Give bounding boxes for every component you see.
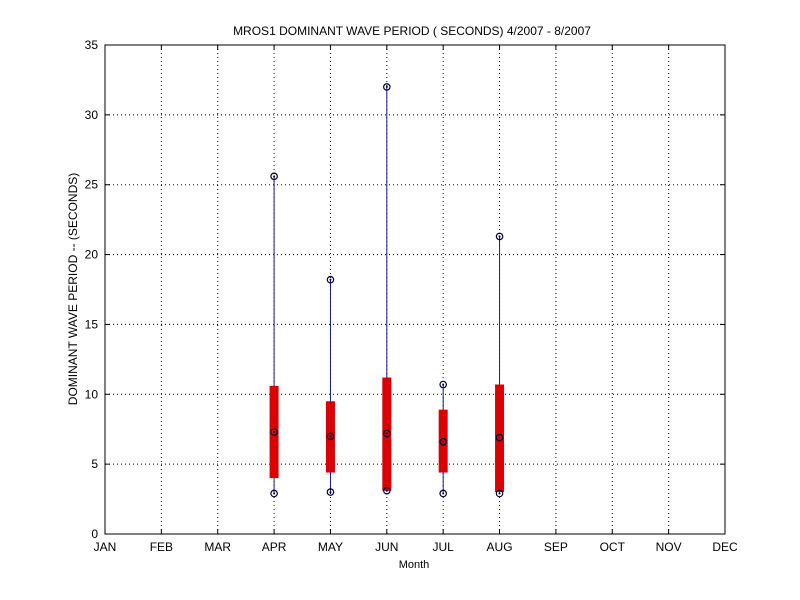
marker-max-dot — [273, 175, 276, 178]
y-tick-label: 30 — [85, 108, 99, 122]
marker-max — [270, 172, 278, 181]
marker-max-dot — [329, 278, 332, 281]
x-tick-label: JUL — [433, 540, 455, 554]
marker-median — [326, 432, 335, 441]
marker-median-dot — [498, 436, 501, 439]
boxplot-series — [269, 83, 505, 498]
marker-max — [495, 232, 504, 241]
x-tick-label: NOV — [656, 540, 682, 554]
y-tick-label: 20 — [85, 248, 99, 262]
x-tick-label: MAY — [318, 540, 343, 554]
y-tick-label: 15 — [85, 317, 99, 331]
y-tick-labels: 0 5 10 15 20 25 30 35 — [85, 38, 99, 541]
marker-max-dot — [442, 383, 445, 386]
marker-min — [495, 489, 504, 498]
x-tick-label: SEP — [544, 540, 568, 554]
chart-title: MROS1 DOMINANT WAVE PERIOD ( SECONDS) 4/… — [233, 24, 591, 38]
marker-median-dot — [385, 432, 388, 435]
marker-min-dot — [442, 492, 445, 495]
marker-median — [439, 437, 447, 446]
marker-min-dot — [329, 491, 332, 494]
marker-min-dot — [385, 489, 388, 492]
x-tick-label: DEC — [712, 540, 738, 554]
marker-median-dot — [273, 431, 276, 434]
marker-median — [270, 428, 278, 436]
x-tick-label: JUN — [375, 540, 398, 554]
marker-median — [495, 433, 504, 442]
marker-max-dot — [498, 235, 501, 238]
x-axis-label: Month — [399, 559, 430, 571]
marker-median — [383, 429, 391, 438]
box-jun — [382, 83, 392, 495]
box-jul — [438, 380, 448, 498]
box-apr — [269, 172, 279, 498]
grid — [105, 45, 725, 534]
marker-min-dot — [498, 492, 501, 495]
marker-min — [439, 489, 447, 498]
y-tick-label: 0 — [91, 527, 98, 541]
marker-min-dot — [273, 492, 276, 495]
x-tick-label: FEB — [150, 540, 173, 554]
marker-min — [270, 489, 278, 498]
y-tick-label: 5 — [91, 457, 98, 471]
marker-min — [383, 486, 391, 495]
marker-max — [383, 83, 391, 91]
box-aug — [495, 232, 505, 498]
marker-median-dot — [442, 440, 445, 443]
axis-ticks — [104, 44, 726, 535]
y-tick-label: 25 — [85, 178, 99, 192]
x-tick-label: JAN — [94, 540, 117, 554]
x-tick-label: MAR — [204, 540, 231, 554]
x-tick-label: AUG — [487, 540, 513, 554]
marker-max — [439, 380, 447, 389]
y-axis-label: DOMINANT WAVE PERIOD -- (SECONDS) — [66, 173, 80, 405]
marker-min — [326, 488, 335, 496]
marker-max-dot — [385, 85, 388, 88]
y-tick-label: 10 — [85, 387, 99, 401]
plot-frame — [104, 44, 726, 535]
x-tick-label: APR — [262, 540, 287, 554]
box-may — [325, 275, 335, 496]
y-tick-label: 35 — [85, 38, 99, 52]
x-tick-labels: JAN FEB MAR APR MAY JUN JUL AUG SEP OCT NOV DEC — [94, 540, 738, 554]
marker-median-dot — [329, 435, 332, 438]
marker-max — [326, 275, 335, 284]
x-tick-label: OCT — [600, 540, 626, 554]
